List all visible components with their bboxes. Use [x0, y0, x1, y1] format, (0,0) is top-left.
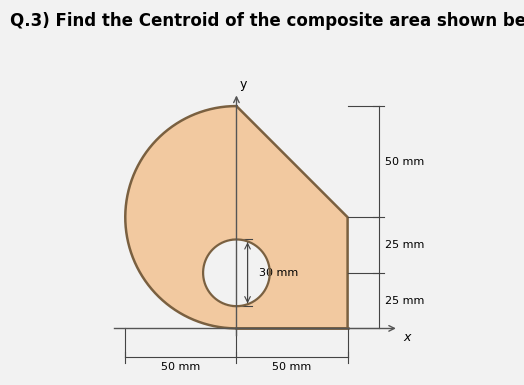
Text: y: y — [240, 77, 247, 90]
Polygon shape — [203, 239, 270, 306]
Text: 25 mm: 25 mm — [385, 296, 425, 306]
Text: x: x — [403, 331, 410, 343]
Text: 25 mm: 25 mm — [385, 240, 425, 250]
Text: 50 mm: 50 mm — [385, 157, 424, 167]
Text: 50 mm: 50 mm — [272, 362, 312, 372]
Polygon shape — [125, 106, 347, 328]
Text: 50 mm: 50 mm — [161, 362, 201, 372]
Text: Q.3) Find the Centroid of the composite area shown below.: Q.3) Find the Centroid of the composite … — [10, 12, 524, 30]
Text: 30 mm: 30 mm — [259, 268, 298, 278]
